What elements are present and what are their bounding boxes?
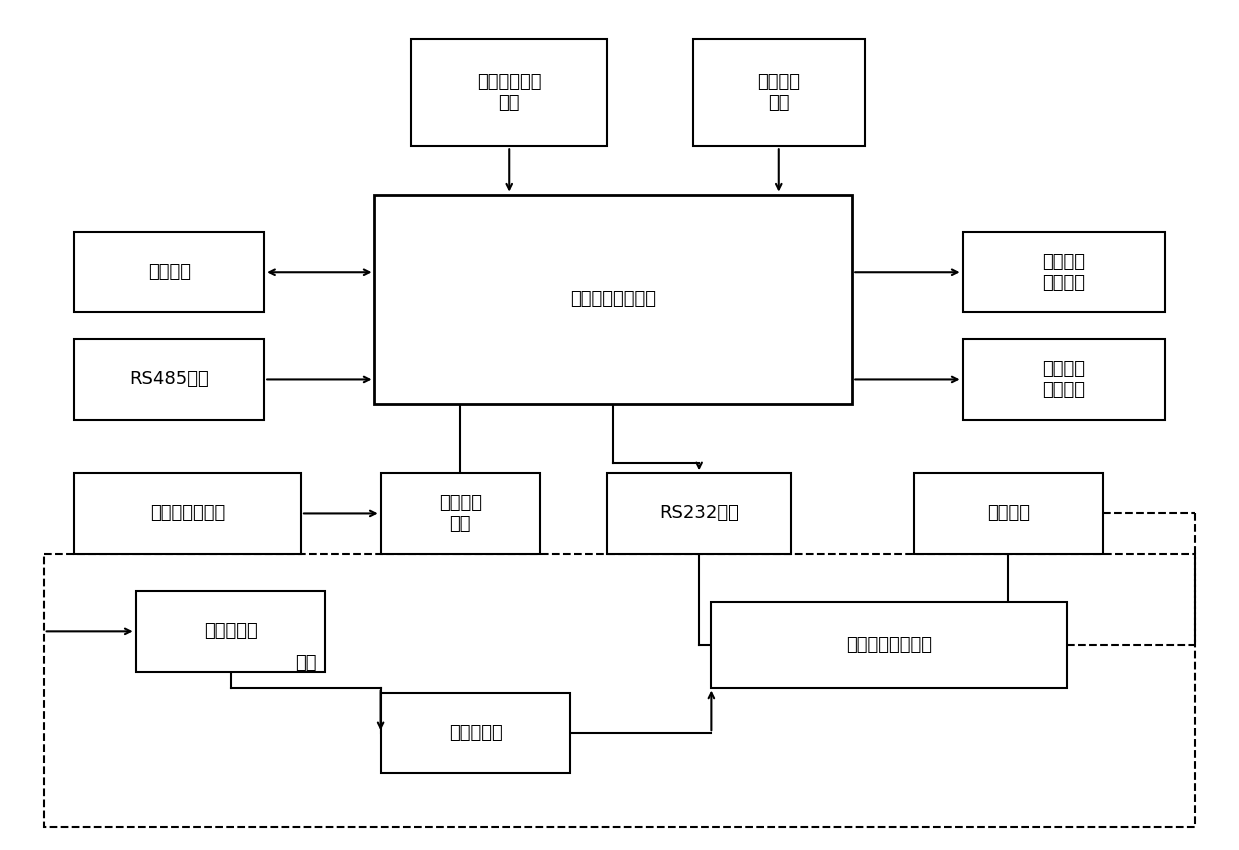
Bar: [43, 553, 1196, 827]
Bar: [963, 339, 1165, 420]
Bar: [380, 693, 570, 774]
Bar: [74, 473, 301, 553]
Bar: [374, 195, 852, 404]
Text: RS485接口: RS485接口: [129, 371, 209, 388]
Bar: [380, 473, 540, 553]
Text: 无线温度采集器: 无线温度采集器: [150, 504, 225, 523]
Bar: [693, 39, 865, 146]
Text: 光源模组: 光源模组: [987, 504, 1030, 523]
Text: 无线通信
模块: 无线通信 模块: [439, 494, 482, 533]
Text: 存储装置: 存储装置: [147, 264, 191, 281]
Text: 电流检测
单元装置: 电流检测 单元装置: [1042, 360, 1085, 399]
Text: 电压检测
单元装置: 电压检测 单元装置: [1042, 252, 1085, 292]
Bar: [135, 591, 326, 672]
Text: 第一微处理器装置: 第一微处理器装置: [846, 636, 932, 654]
Text: 显示单元
装置: 显示单元 装置: [757, 73, 800, 112]
Text: 光纤: 光纤: [295, 654, 316, 672]
Bar: [607, 473, 790, 553]
Bar: [74, 339, 264, 420]
Bar: [74, 232, 264, 313]
Bar: [913, 473, 1104, 553]
Text: 弧光传感器: 弧光传感器: [203, 622, 258, 640]
Bar: [411, 39, 607, 146]
Text: 继电保护单元
装置: 继电保护单元 装置: [477, 73, 541, 112]
Text: 弧光采集器: 弧光采集器: [449, 724, 503, 742]
Text: 第一微处理器装置: 第一微处理器装置: [570, 290, 657, 308]
Text: RS232接口: RS232接口: [659, 504, 740, 523]
Bar: [711, 602, 1067, 688]
Bar: [963, 232, 1165, 313]
